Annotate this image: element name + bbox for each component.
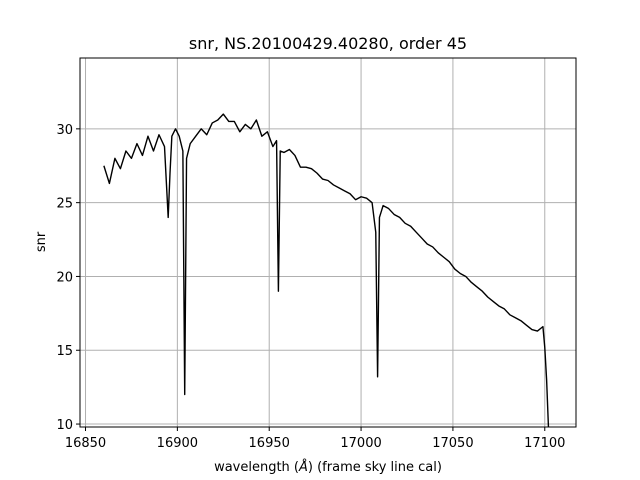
x-tick-label: 16900 bbox=[157, 436, 198, 451]
y-tick-label: 15 bbox=[56, 344, 73, 359]
x-tick-label: 16850 bbox=[65, 436, 106, 451]
y-tick-label: 10 bbox=[56, 418, 73, 433]
x-tick-label: 17100 bbox=[524, 436, 565, 451]
x-tick-label: 16950 bbox=[249, 436, 290, 451]
y-tick-labels: 10 15 20 25 30 bbox=[56, 123, 73, 433]
axis-ticks bbox=[76, 128, 546, 431]
x-tick-label: 17050 bbox=[432, 436, 473, 451]
x-axis-label-unit: Å bbox=[298, 459, 308, 475]
x-tick-labels: 16850 16900 16950 17000 17050 17100 bbox=[65, 436, 566, 451]
y-tick-label: 20 bbox=[56, 270, 73, 285]
y-tick-label: 25 bbox=[56, 197, 73, 212]
y-tick-label: 30 bbox=[56, 123, 73, 138]
x-axis-label: wavelength (Å) (frame sky line cal) bbox=[214, 459, 442, 475]
snr-series-line bbox=[103, 113, 550, 428]
chart-title: snr, NS.20100429.40280, order 45 bbox=[189, 34, 467, 53]
x-axis-label-prefix: wavelength ( bbox=[214, 460, 299, 475]
x-tick-label: 17000 bbox=[340, 436, 381, 451]
plot-area-frame bbox=[79, 57, 577, 428]
grid-lines bbox=[80, 58, 576, 427]
y-axis-label: snr bbox=[34, 231, 49, 252]
x-axis-label-suffix: ) (frame sky line cal) bbox=[308, 460, 442, 475]
